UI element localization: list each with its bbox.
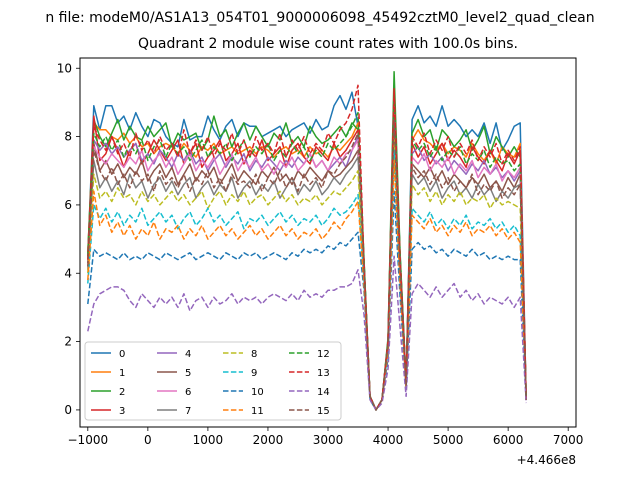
legend-label-6: 6 <box>185 387 191 398</box>
series-line-11 <box>87 159 527 411</box>
series-line-6 <box>87 108 527 411</box>
legend-label-14: 14 <box>317 387 330 398</box>
legend-label-1: 1 <box>119 368 125 379</box>
series-line-5 <box>87 111 527 411</box>
series-line-0 <box>87 84 527 411</box>
legend-label-3: 3 <box>119 406 125 417</box>
x-tick-label: 0 <box>144 433 152 447</box>
series-line-9 <box>87 149 527 411</box>
series-lines <box>87 70 527 411</box>
series-line-7 <box>87 122 527 411</box>
legend-label-7: 7 <box>185 406 191 417</box>
figure-suptitle: n file: modeM0/AS1A13_054T01_9000006098_… <box>45 10 595 26</box>
series-line-15 <box>87 118 527 411</box>
legend-label-4: 4 <box>185 349 191 360</box>
series-line-2 <box>87 70 527 411</box>
series-line-8 <box>87 135 527 411</box>
series-line-1 <box>87 101 527 411</box>
series-line-12 <box>87 94 527 411</box>
x-tick-label: 7000 <box>553 433 584 447</box>
x-tick-label: 3000 <box>313 433 344 447</box>
y-tick-label: 6 <box>64 198 72 212</box>
legend-label-0: 0 <box>119 349 125 360</box>
legend-label-9: 9 <box>251 368 257 379</box>
legend-label-5: 5 <box>185 368 191 379</box>
series-line-14 <box>87 255 527 411</box>
x-tick-label: 1000 <box>193 433 224 447</box>
chart-title: Quadrant 2 module wise count rates with … <box>138 36 518 52</box>
y-tick-label: 2 <box>64 335 72 349</box>
legend-label-12: 12 <box>317 349 330 360</box>
y-tick-label: 10 <box>57 61 72 75</box>
y-tick-label: 0 <box>64 403 72 417</box>
x-tick-label: 2000 <box>253 433 284 447</box>
y-axis-ticks: 0 2 4 6 8 10 <box>57 61 80 417</box>
series-line-13 <box>87 84 527 411</box>
x-axis-ticks: −1000 0 1000 2000 3000 4000 5000 6000 7000 <box>68 427 584 447</box>
legend-label-15: 15 <box>317 406 330 417</box>
series-line-10 <box>87 190 527 411</box>
x-tick-label: 6000 <box>493 433 524 447</box>
legend-label-10: 10 <box>251 387 264 398</box>
x-tick-label: 5000 <box>433 433 464 447</box>
legend-label-2: 2 <box>119 387 125 398</box>
x-axis-offset-label: +4.466e8 <box>517 453 576 467</box>
legend-label-11: 11 <box>251 406 264 417</box>
y-tick-label: 4 <box>64 266 72 280</box>
x-tick-label: 4000 <box>373 433 404 447</box>
legend-label-8: 8 <box>251 349 257 360</box>
legend-box <box>84 341 342 421</box>
legend-label-13: 13 <box>317 368 330 379</box>
x-tick-label: −1000 <box>68 433 109 447</box>
y-tick-label: 8 <box>64 130 72 144</box>
